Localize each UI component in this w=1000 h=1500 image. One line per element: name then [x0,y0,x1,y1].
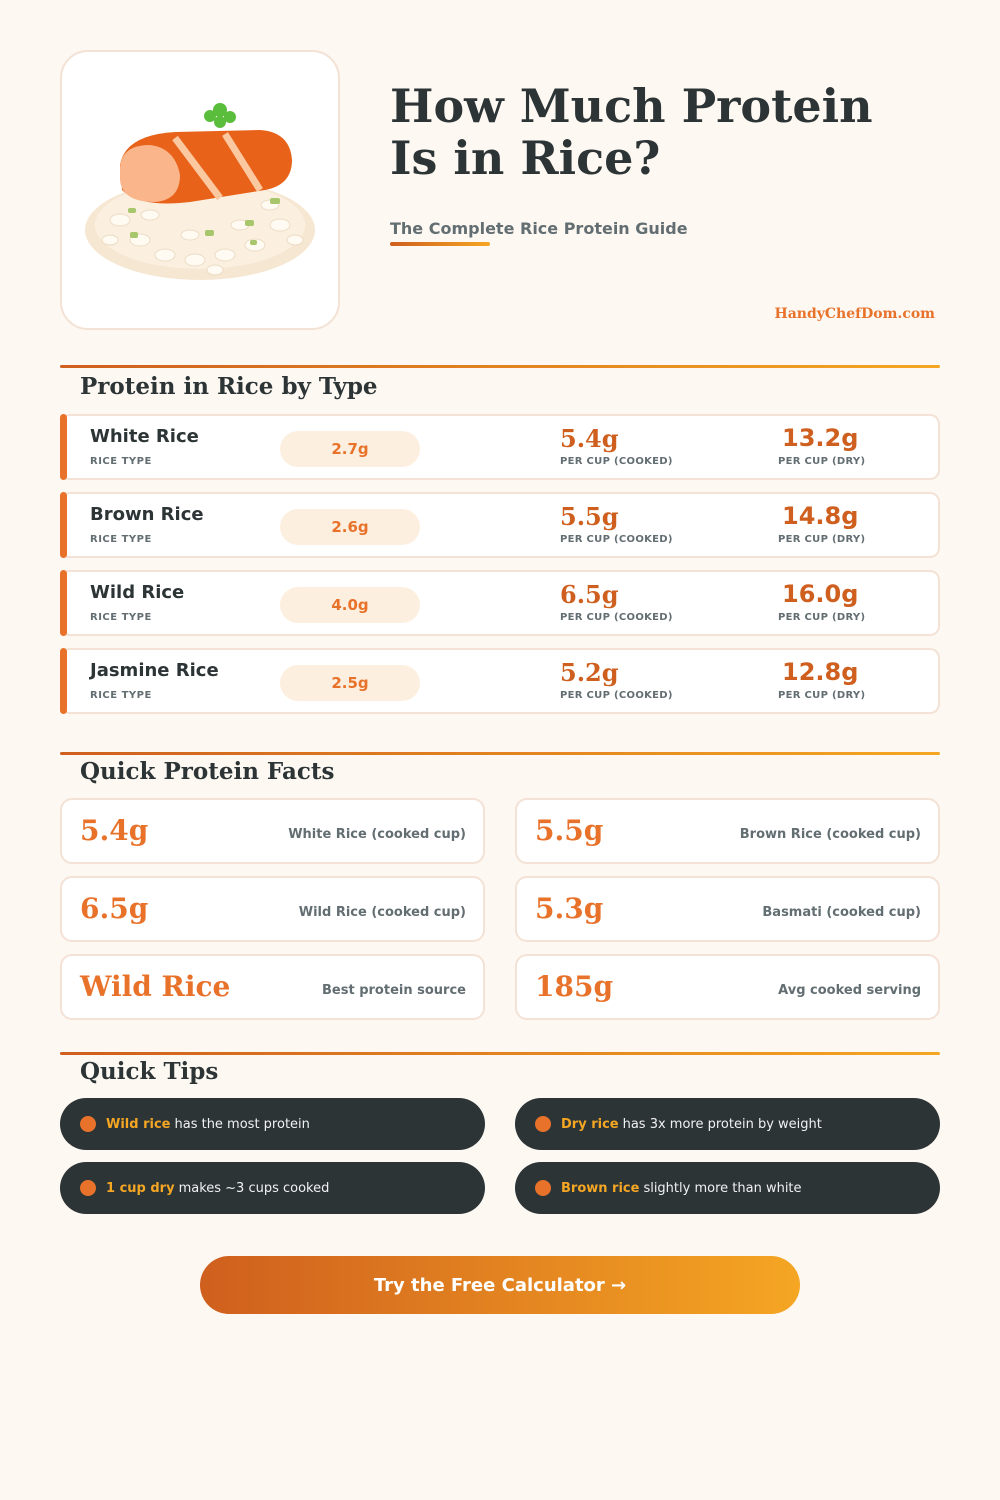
dry-label: PER CUP (DRY) [778,456,866,467]
rice-name: Jasmine Rice [90,660,219,681]
cooked-label: PER CUP (COOKED) [560,456,673,467]
salmon-rice-illustration-icon [85,103,315,280]
tip-text: has the most protein [174,1116,310,1132]
fact-label: White Rice (cooked cup) [288,827,466,842]
cooked-label: PER CUP (COOKED) [560,534,673,545]
tip-highlight: Brown rice [561,1180,640,1196]
rice-name: Wild Rice [90,582,185,603]
dry-value: 12.8g [782,658,859,686]
page-subtitle: The Complete Rice Protein Guide [390,219,688,238]
cooked-value: 5.4g [560,424,619,453]
fact-card: 6.5g Wild Rice (cooked cup) [60,876,485,942]
fact-label: Wild Rice (cooked cup) [298,905,466,920]
cooked-value: 6.5g [560,580,619,609]
protein-pill: 2.5g [280,665,420,701]
dry-value: 14.8g [782,502,859,530]
fact-label: Avg cooked serving [778,983,921,998]
bullet-dot-icon [80,1116,96,1132]
rice-type-label: RICE TYPE [90,612,152,623]
fact-label: Best protein source [322,983,466,998]
tip-text: makes ~3 cups cooked [178,1180,330,1196]
tip-highlight: 1 cup dry [106,1180,175,1196]
cooked-label: PER CUP (COOKED) [560,690,673,701]
rice-type-label: RICE TYPE [90,456,152,467]
fact-value: 5.3g [535,892,604,925]
fact-value: 5.4g [80,814,149,847]
fact-card: 185g Avg cooked serving [515,954,940,1020]
fact-value: 185g [535,970,614,1003]
dry-label: PER CUP (DRY) [778,690,866,701]
title-line-1: How Much Protein [390,79,873,133]
fact-label: Basmati (cooked cup) [762,905,921,920]
cooked-value: 5.5g [560,502,619,531]
fact-card: Wild Rice Best protein source [60,954,485,1020]
protein-pill: 2.6g [280,509,420,545]
rice-name: White Rice [90,426,199,447]
fact-label: Brown Rice (cooked cup) [739,827,921,842]
rice-type-label: RICE TYPE [90,690,152,701]
fact-card: 5.5g Brown Rice (cooked cup) [515,798,940,864]
rice-name: Brown Rice [90,504,204,525]
rice-type-label: RICE TYPE [90,534,152,545]
tip-item: Brown rice slightly more than white [515,1162,940,1214]
protein-pill: 2.7g [280,431,420,467]
title-line-2: Is in Rice? [390,131,661,185]
fact-value: 5.5g [535,814,604,847]
subtitle-underline [390,242,490,246]
tip-highlight: Dry rice [561,1116,619,1132]
rice-row-brown: Brown Rice RICE TYPE 2.6g 5.5g PER CUP (… [60,492,940,558]
fact-card: 5.4g White Rice (cooked cup) [60,798,485,864]
protein-pill: 4.0g [280,587,420,623]
tip-item: Dry rice has 3x more protein by weight [515,1098,940,1150]
section-title-tips: Quick Tips [80,1058,219,1085]
rice-row-white: White Rice RICE TYPE 2.7g 5.4g PER CUP (… [60,414,940,480]
section-title-by-type: Protein in Rice by Type [80,373,378,400]
bullet-dot-icon [535,1180,551,1196]
fact-card: 5.3g Basmati (cooked cup) [515,876,940,942]
fact-value: Wild Rice [80,970,231,1003]
section-divider [60,365,940,368]
try-calculator-button[interactable]: Try the Free Calculator → [200,1256,800,1314]
section-title-facts: Quick Protein Facts [80,758,335,785]
rice-row-jasmine: Jasmine Rice RICE TYPE 2.5g 5.2g PER CUP… [60,648,940,714]
dry-label: PER CUP (DRY) [778,534,866,545]
cooked-label: PER CUP (COOKED) [560,612,673,623]
dry-label: PER CUP (DRY) [778,612,866,623]
cooked-value: 5.2g [560,658,619,687]
hero-image-card [60,50,340,330]
page-title: How Much Protein Is in Rice? [390,80,950,184]
dry-value: 16.0g [782,580,859,608]
rice-row-wild: Wild Rice RICE TYPE 4.0g 6.5g PER CUP (C… [60,570,940,636]
tip-text: has 3x more protein by weight [622,1116,822,1132]
section-divider [60,1052,940,1055]
tip-item: 1 cup dry makes ~3 cups cooked [60,1162,485,1214]
tip-highlight: Wild rice [106,1116,171,1132]
fact-value: 6.5g [80,892,149,925]
bullet-dot-icon [535,1116,551,1132]
brand-link[interactable]: HandyChefDom.com [774,306,936,322]
tip-text: slightly more than white [643,1180,802,1196]
tip-item: Wild rice has the most protein [60,1098,485,1150]
bullet-dot-icon [80,1180,96,1196]
section-divider [60,752,940,755]
dry-value: 13.2g [782,424,859,452]
